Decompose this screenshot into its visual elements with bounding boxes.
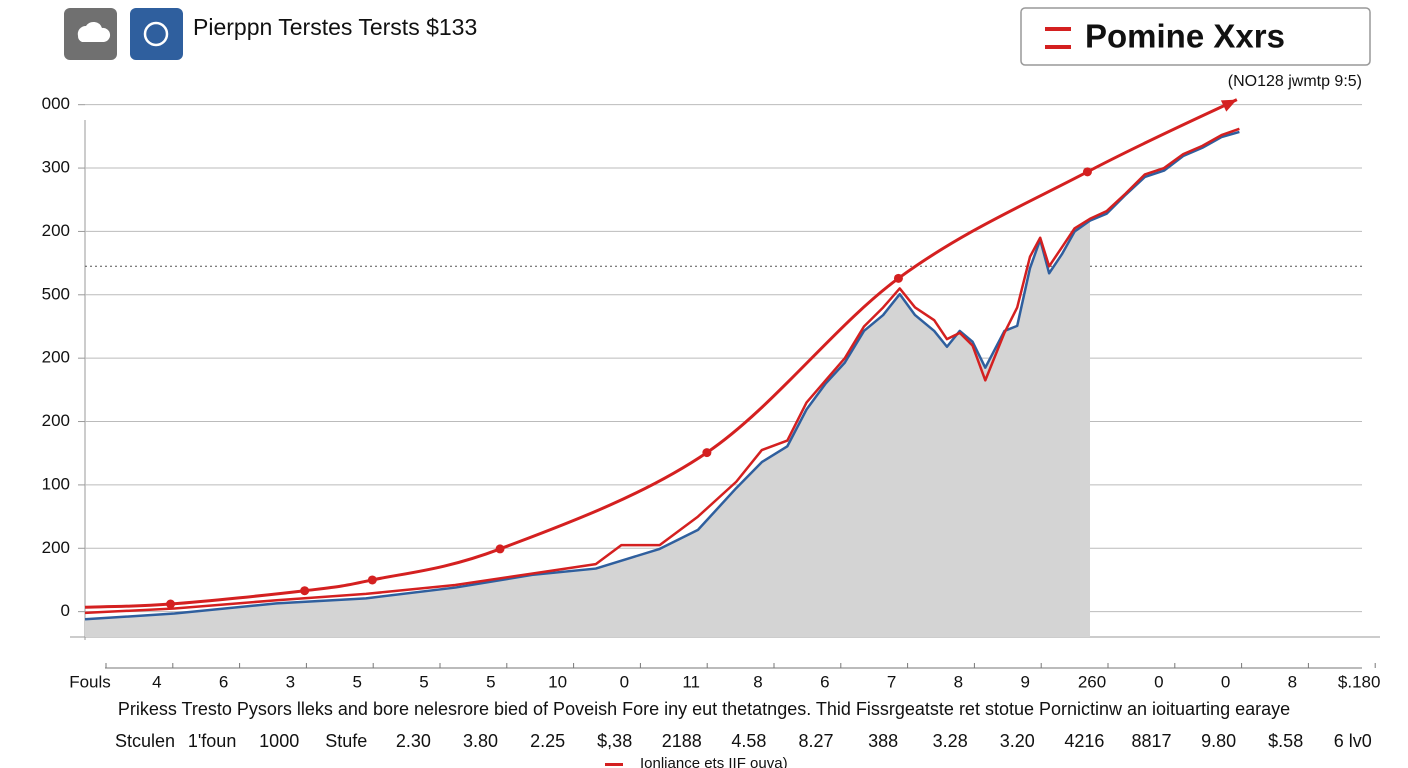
footer-cell: 4216 bbox=[1064, 731, 1104, 751]
legend-swatch bbox=[1045, 27, 1071, 31]
trend-arrow bbox=[1220, 99, 1237, 112]
x-tick-label: 10 bbox=[548, 672, 567, 691]
bottom-legend: Ionliance ets IIF ouva) bbox=[640, 755, 788, 768]
y-tick-label: 200 bbox=[42, 348, 70, 367]
legend-swatch bbox=[1045, 45, 1071, 49]
x-tick-label: 3 bbox=[286, 672, 295, 691]
footer-cell: 3.28 bbox=[933, 731, 968, 751]
footer-cell: Stufe bbox=[325, 731, 367, 751]
x-tick-label: 8 bbox=[954, 672, 963, 691]
footer-cell: 8817 bbox=[1131, 731, 1171, 751]
y-tick-label: 300 bbox=[42, 158, 70, 177]
y-tick-label: 200 bbox=[42, 538, 70, 557]
footer-cell: $.58 bbox=[1268, 731, 1303, 751]
legend-box bbox=[1020, 7, 1371, 66]
x-tick-label: 0 bbox=[620, 672, 629, 691]
x-tick-label: 9 bbox=[1020, 672, 1029, 691]
footer-cell: $,38 bbox=[597, 731, 632, 751]
footer-cell: 6 lv0 bbox=[1334, 731, 1372, 751]
footer-cell: 4.58 bbox=[731, 731, 766, 751]
footer-cell: 9.80 bbox=[1201, 731, 1236, 751]
trend-marker bbox=[367, 575, 377, 585]
legend-title: Pomine Xxrs bbox=[1085, 18, 1285, 55]
footer-cell: 1000 bbox=[259, 731, 299, 751]
x-tick-label: 8 bbox=[1288, 672, 1297, 691]
area bbox=[85, 220, 1090, 637]
y-tick-label: 100 bbox=[42, 474, 70, 493]
footer-cell: Stculen bbox=[115, 731, 175, 751]
subtitle: (NO128 jwmtp 9:5) bbox=[1228, 73, 1362, 90]
trend-marker bbox=[1082, 167, 1092, 177]
x-tick-label: 8 bbox=[753, 672, 762, 691]
y-tick-label: 200 bbox=[42, 221, 70, 240]
x-tick-label: 6 bbox=[219, 672, 228, 691]
x-tick-label: 4 bbox=[152, 672, 161, 691]
chart-title: Pierppn Terstes Tersts $133 bbox=[193, 14, 477, 40]
x-tick-label: Fouls bbox=[69, 672, 111, 691]
x-tick-label: 11 bbox=[682, 672, 700, 691]
footer-cell: 3.20 bbox=[1000, 731, 1035, 751]
x-tick-label: 5 bbox=[486, 672, 495, 691]
bottom-legend-swatch bbox=[605, 763, 623, 766]
circle-glyph bbox=[143, 21, 169, 47]
footer-cell: 2188 bbox=[662, 731, 702, 751]
x-tick-label: 0 bbox=[1221, 672, 1230, 691]
footer-cell: 2.25 bbox=[530, 731, 565, 751]
y-tick-label: 000 bbox=[42, 94, 70, 113]
circle-icon[interactable] bbox=[130, 8, 183, 60]
footer-cell: 8.27 bbox=[798, 731, 833, 751]
x-tick-label: 5 bbox=[419, 672, 428, 691]
footer-cell: 388 bbox=[868, 731, 898, 751]
trend-line bbox=[84, 98, 1238, 609]
footer-cell: 1'foun bbox=[188, 731, 236, 751]
y-tick-label: 0 bbox=[61, 601, 70, 620]
caption: Prikess Tresto Pysors lleks and bore nel… bbox=[118, 699, 1290, 719]
line bbox=[84, 127, 1240, 615]
y-tick-label: 500 bbox=[42, 284, 70, 303]
x-tick-label: 0 bbox=[1154, 672, 1163, 691]
trend-marker bbox=[495, 544, 505, 554]
trend-marker bbox=[166, 599, 176, 609]
y-tick-label: 200 bbox=[42, 411, 70, 430]
x-tick-label: 260 bbox=[1078, 672, 1106, 691]
x-tick-label: 6 bbox=[820, 672, 829, 691]
line bbox=[84, 130, 1240, 621]
trend-marker bbox=[702, 448, 712, 458]
x-tick-label: 5 bbox=[352, 672, 361, 691]
trend-marker bbox=[300, 586, 310, 596]
x-tick-label: $.180 bbox=[1338, 672, 1381, 691]
cloud-glyph bbox=[77, 21, 111, 42]
footer-cell: 3.80 bbox=[463, 731, 498, 751]
footer-cell: 2.30 bbox=[396, 731, 431, 751]
trend-marker bbox=[893, 273, 903, 283]
x-tick-label: 7 bbox=[887, 672, 896, 691]
